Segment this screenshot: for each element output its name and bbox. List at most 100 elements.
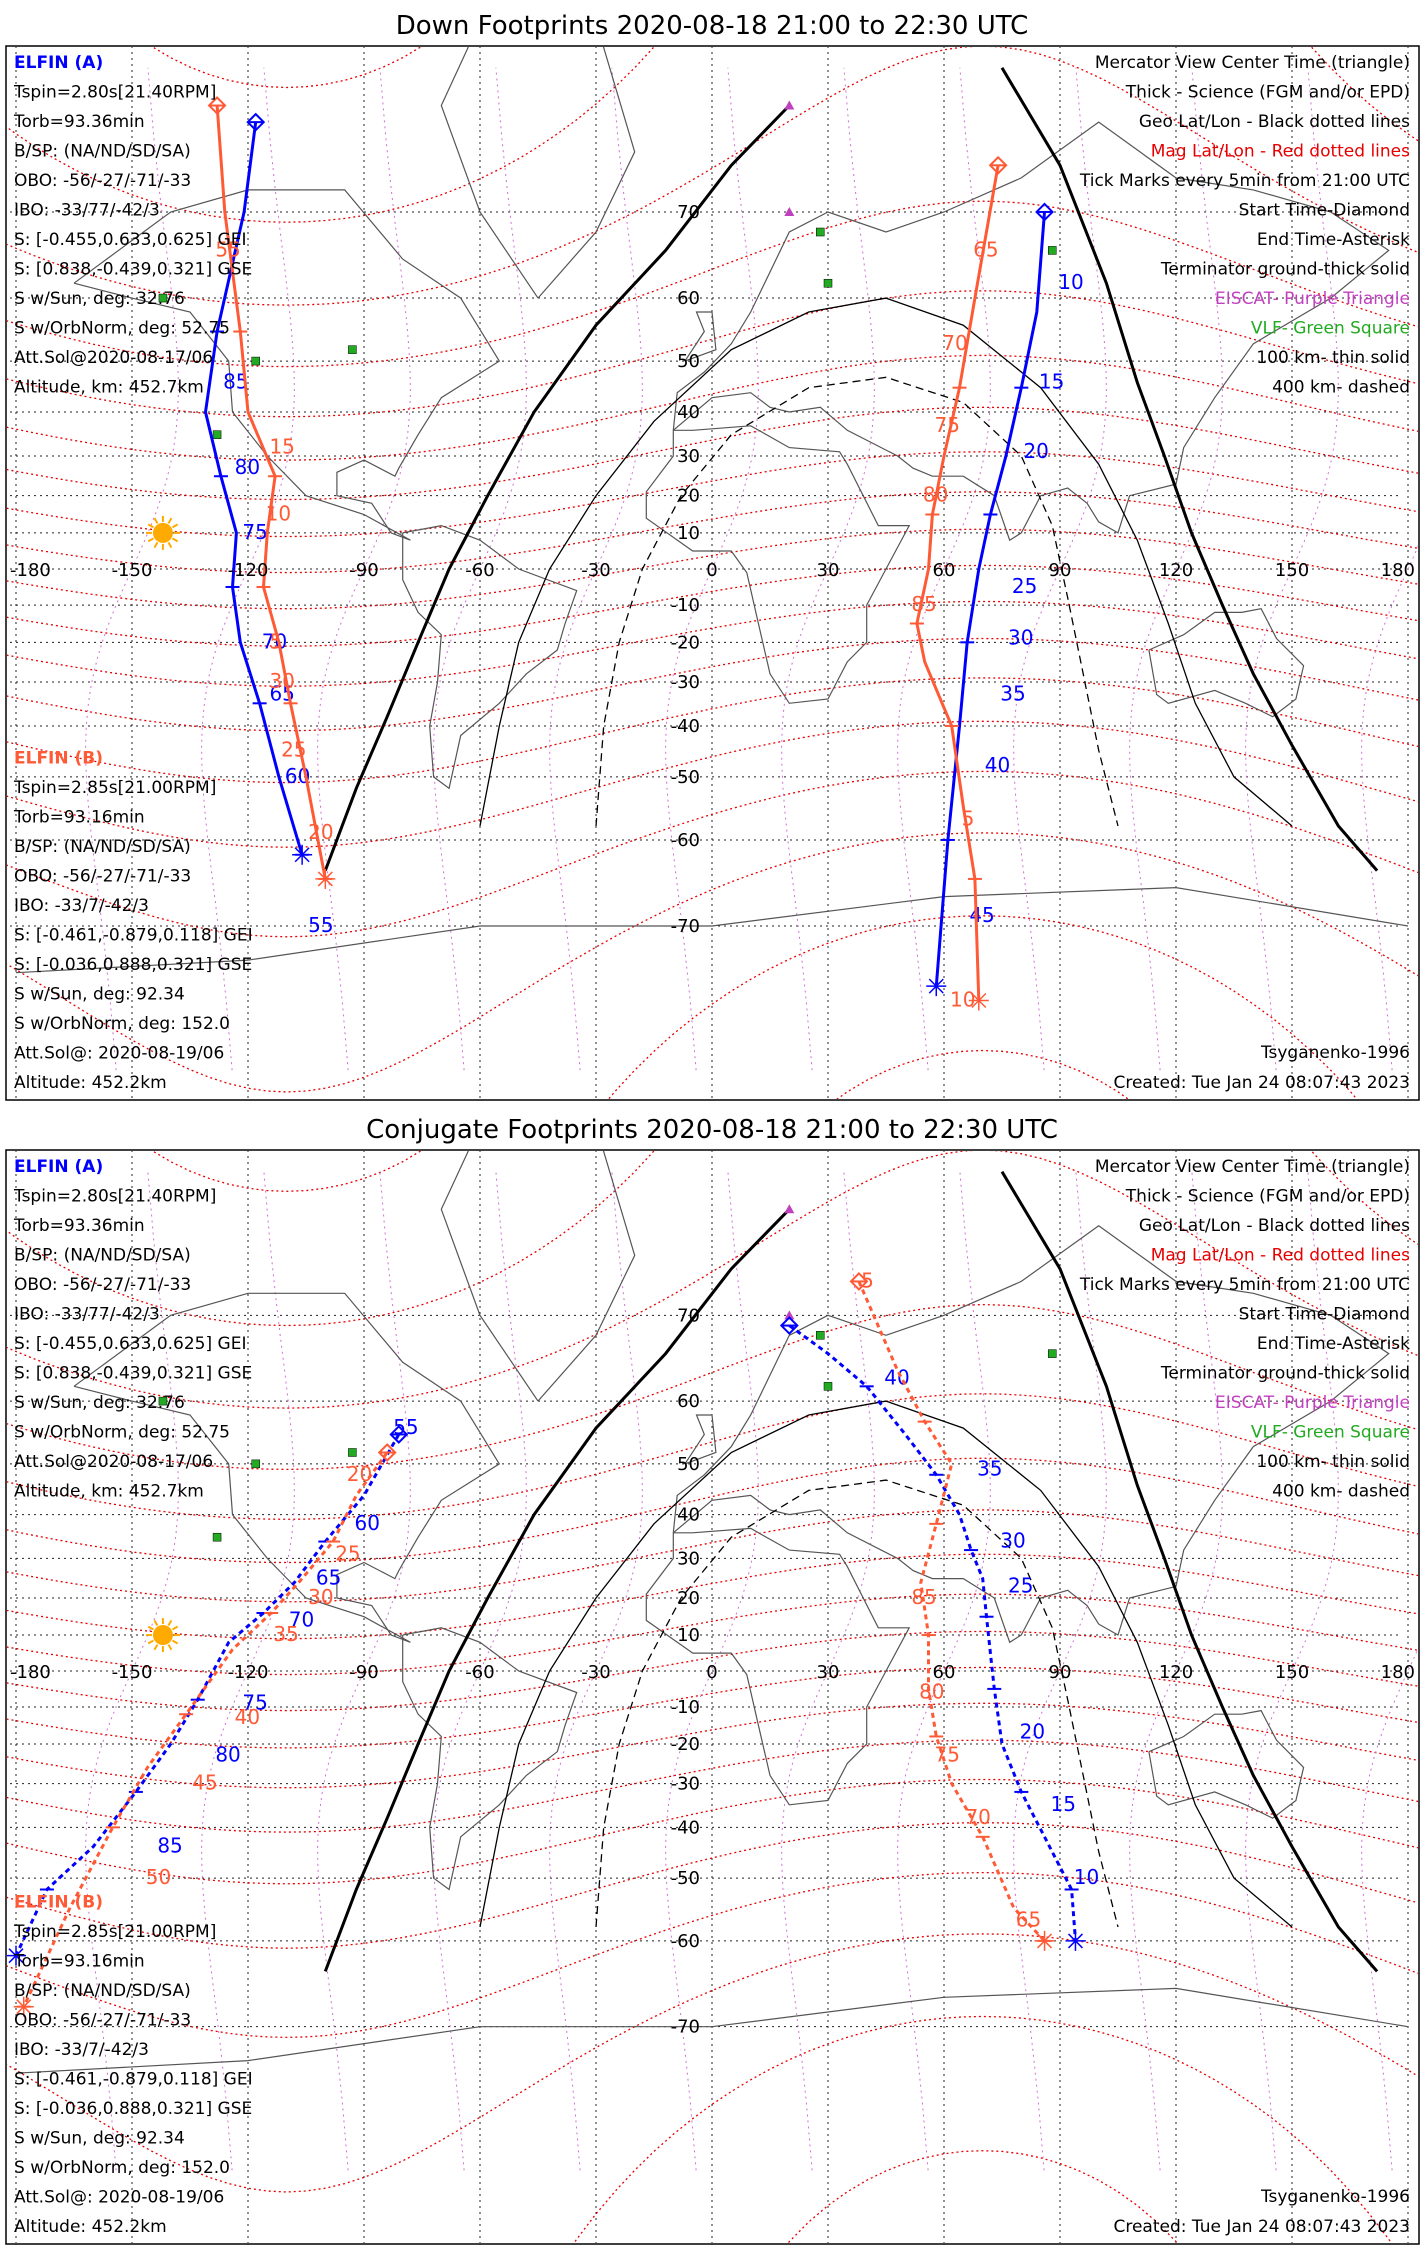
elfin-a-label: ELFIN (A): [14, 1157, 103, 1177]
footprint-tick-label: 70: [262, 629, 287, 653]
lat-tick-label: -50: [671, 1868, 700, 1889]
continent-outline: [684, 311, 717, 362]
continent-outline: [1148, 1709, 1305, 1819]
mag-longitude-line: [1013, 67, 1107, 1071]
lon-tick-label: 0: [706, 1662, 717, 1683]
lon-tick-label: -150: [112, 560, 153, 581]
panel-0-frame: [5, 45, 1420, 1101]
end-asterisk: [317, 871, 333, 887]
continent-outline: [645, 1527, 911, 1806]
elfin-a-info-line: Altitude, km: 452.7km: [14, 1482, 204, 1502]
eiscat-triangle: [784, 206, 795, 216]
sun-ray: [153, 541, 159, 549]
elfin-a-info-line: Att.Sol@2020-08-17/06: [14, 348, 213, 368]
footprint-line-b: [915, 165, 1000, 1001]
end-asterisk: [16, 1999, 32, 2015]
footprint-tick-label: 45: [192, 1771, 217, 1795]
mag-latitude-line: [7, 451, 1418, 538]
elfin-b-info-line: S w/Sun, deg: 92.34: [14, 985, 185, 1005]
sun-ray: [147, 1639, 154, 1645]
elfin-b-info-line: Torb=93.16min: [13, 808, 145, 828]
mag-longitude-line: [781, 67, 875, 1071]
footprint-line-a: [14, 1433, 401, 1957]
elfin-a-info-line: S: [-0.455,0.633,0.625] GEI: [14, 1334, 246, 1354]
lat-tick-label: -30: [671, 672, 700, 693]
footprint-tick-label: 70: [289, 1607, 314, 1631]
elfin-a-info-line: Att.Sol@2020-08-17/06: [14, 1452, 213, 1472]
continent-outline: [1148, 608, 1305, 718]
panel-1-frame: [5, 1149, 1420, 2245]
panel-0-map: 85 80 75 70 65 60 55 55 15 10 5 30 25 20 10 15 20 25 30 35 4…: [7, 47, 1418, 1099]
footprint-tick-label: 40: [985, 753, 1010, 777]
footprint-tick-label: 5: [861, 1268, 874, 1292]
footprint-tick-label: 50: [146, 1865, 171, 1889]
elfin-b-info-line: S: [-0.036,0.888,0.321] GSE: [14, 955, 252, 975]
elfin-a-info-line: Torb=93.36min: [13, 112, 145, 132]
eiscat-triangle: [784, 100, 795, 110]
lat-tick-label: 60: [677, 288, 700, 309]
lat-tick-label: 70: [677, 1305, 700, 1326]
lon-tick-label: 90: [1049, 560, 1072, 581]
footprint-tick-label: 35: [273, 1622, 298, 1646]
footprint-line-b: [22, 1451, 389, 2008]
elfin-a-info-line: IBO: -33/77/-42/3: [14, 1305, 160, 1325]
mag-latitude-line: [607, 915, 1358, 1099]
continent-outline: [672, 121, 1390, 542]
footprint-tick-label: 15: [1039, 370, 1064, 394]
vlf-square: [212, 1532, 222, 1542]
end-asterisk: [928, 978, 944, 994]
panel-0-title: Down Footprints 2020-08-18 21:00 to 22:3…: [396, 11, 1029, 41]
elfin-b-info-line: S: [-0.461,-0.879,0.118] GEI: [14, 2070, 253, 2090]
vlf-square: [158, 1396, 168, 1406]
mag-latitude-line: [7, 1630, 1418, 1712]
sun-ray: [147, 537, 154, 543]
legend-entry: Tick Marks every 5min from 21:00 UTC: [1079, 1275, 1410, 1295]
lat-tick-label: 30: [677, 1548, 700, 1569]
elfin-a-info-line: S w/OrbNorm, deg: 52.75: [14, 319, 230, 339]
elfin-a-info-line: Torb=93.36min: [13, 1216, 145, 1236]
vlf-square: [816, 1331, 825, 1340]
elfin-b-label: ELFIN (B): [14, 1893, 103, 1913]
footprint-tick-label: 10: [950, 987, 975, 1011]
lon-tick-label: 0: [706, 560, 717, 581]
sun-icon: [152, 1625, 173, 1646]
lon-tick-label: -180: [10, 1662, 51, 1683]
vlf-square: [348, 1448, 357, 1457]
footprint-tick-label: 25: [1008, 1573, 1033, 1597]
mag-latitude-line: [7, 1666, 1418, 1749]
footprint-tick-label: 70: [942, 331, 967, 355]
footprint-tick-label: 40: [235, 1705, 260, 1729]
continent-outline: [73, 189, 501, 541]
eiscat-triangle: [784, 1310, 795, 1320]
legend-entry: End Time-Asterisk: [1257, 230, 1410, 250]
lat-tick-label: -60: [671, 830, 700, 851]
lat-tick-label: -40: [671, 1817, 700, 1838]
vlf-square: [212, 430, 222, 439]
legend-entry: Start Time-Diamond: [1239, 1305, 1410, 1325]
lon-tick-label: 60: [933, 560, 956, 581]
lon-tick-label: -180: [10, 560, 51, 581]
footprint-tick-label: 30: [269, 669, 294, 693]
eiscat-triangle: [784, 1204, 795, 1214]
panel-1-title: Conjugate Footprints 2020-08-18 21:00 to…: [366, 1115, 1058, 1145]
created-label: Created: Tue Jan 24 08:07:43 2023: [1113, 2217, 1410, 2237]
footprint-tick-label: 55: [308, 913, 333, 937]
footprint-tick-label: 85: [911, 592, 936, 616]
elfin-a-info-line: OBO: -56/-27/-71/-33: [14, 171, 191, 191]
elfin-b-info-line: B/SP: (NA/ND/SD/SA): [14, 837, 191, 857]
elfin-a-info-line: B/SP: (NA/ND/SD/SA): [14, 142, 191, 162]
boundary-400km: [595, 1479, 1119, 1928]
lat-tick-label: 40: [677, 402, 700, 423]
footprint-tick-label: 25: [335, 1541, 360, 1565]
sun-ray: [153, 1619, 159, 1627]
lon-tick-label: -30: [581, 560, 610, 581]
mag-longitude-line: [1245, 67, 1339, 1071]
mag-latitude-line: [7, 1593, 1418, 1676]
elfin-b-info-line: S w/Sun, deg: 92.34: [14, 2129, 185, 2149]
footprint-tick-label: 65: [1016, 1907, 1041, 1931]
mag-longitude-line: [1361, 545, 1418, 1071]
footprint-tick-label: 80: [215, 1743, 240, 1767]
footprint-tick-label: 30: [1008, 626, 1033, 650]
footprint-line-b: [215, 105, 327, 880]
mag-latitude-line: [7, 1151, 1418, 1327]
